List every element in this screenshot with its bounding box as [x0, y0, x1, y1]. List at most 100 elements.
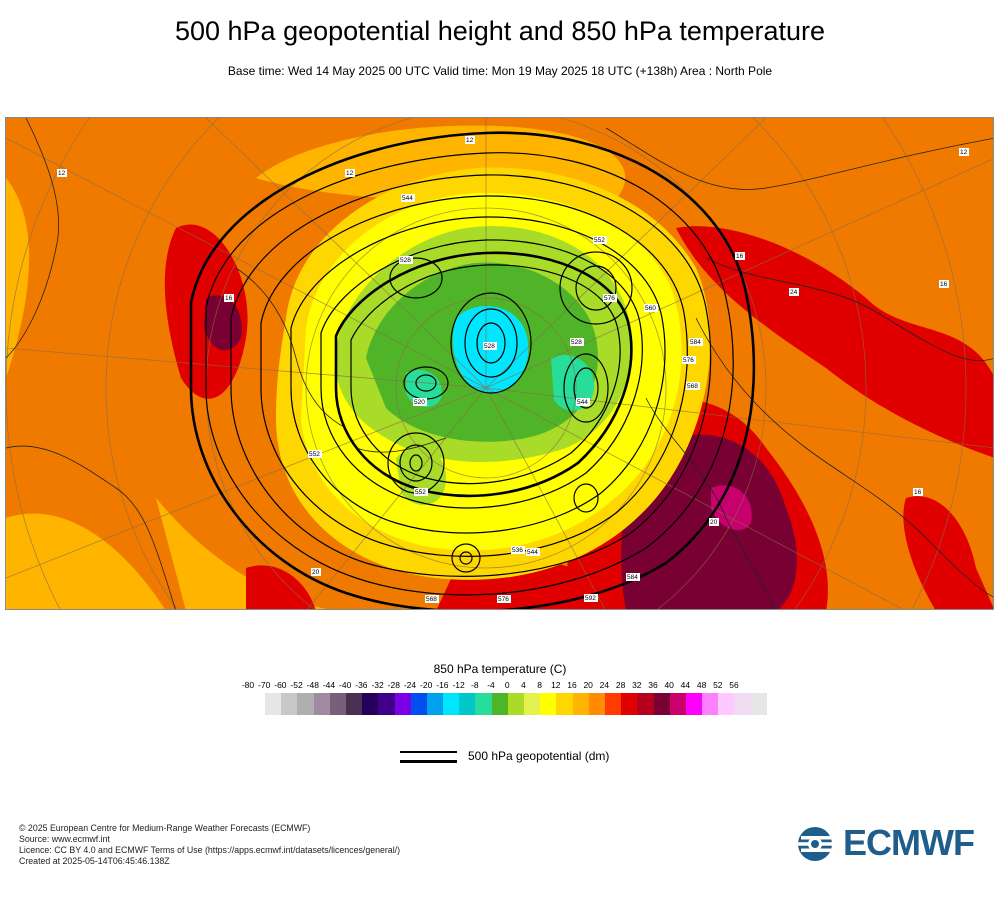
svg-text:544: 544 [527, 549, 538, 556]
svg-text:12: 12 [960, 149, 968, 156]
legend-tick-label: 20 [583, 680, 593, 690]
legend-color-swatch [734, 693, 751, 715]
legend-tick-label: -52 [290, 680, 303, 690]
footer-created: Created at 2025-05-14T06:45:46.138Z [19, 856, 170, 866]
svg-text:20: 20 [312, 569, 320, 576]
legend-tick-label: -8 [471, 680, 479, 690]
svg-text:16: 16 [225, 295, 233, 302]
svg-text:20: 20 [710, 519, 718, 526]
legend-color-swatch [362, 693, 379, 715]
svg-text:552: 552 [594, 237, 605, 244]
legend-color-swatch [443, 693, 460, 715]
svg-text:544: 544 [402, 195, 413, 202]
legend-tick-label: -16 [436, 680, 449, 690]
svg-text:528: 528 [571, 339, 582, 346]
chart-subtitle: Base time: Wed 14 May 2025 00 UTC Valid … [227, 64, 773, 78]
legend-color-swatch [329, 693, 346, 715]
svg-text:16: 16 [914, 489, 922, 496]
svg-text:528: 528 [400, 257, 411, 264]
svg-text:12: 12 [58, 170, 66, 177]
legend-tick-label: 0 [504, 680, 510, 690]
ecmwf-logo-text: ECMWF [843, 822, 975, 863]
legend-tick-label: -20 [420, 680, 433, 690]
legend-tick-label: -36 [355, 680, 368, 690]
legend-color-swatch [750, 693, 767, 715]
legend-color-swatch [507, 693, 524, 715]
legend-color-swatch [604, 693, 622, 715]
legend-color-swatch [378, 693, 395, 715]
footer-credits: © 2025 European Centre for Medium-Range … [19, 823, 400, 867]
legend-color-swatch [410, 693, 427, 715]
svg-text:12: 12 [466, 137, 474, 144]
legend-color-swatch [669, 693, 686, 715]
legend-tick-label: 56 [729, 680, 739, 690]
legend-color-swatch [653, 693, 670, 715]
svg-text:16: 16 [940, 281, 948, 288]
legend-tick-label: -28 [387, 680, 400, 690]
legend-color-swatch [491, 693, 508, 715]
svg-text:536: 536 [512, 547, 523, 554]
ecmwf-logo: ECMWF [795, 822, 985, 863]
legend-tick-label: 24 [599, 680, 610, 690]
legend-color-swatch [572, 693, 589, 715]
footer-copyright: © 2025 European Centre for Medium-Range … [19, 823, 311, 833]
legend-tick-label: 44 [680, 680, 691, 690]
legend-color-swatch [475, 693, 492, 715]
legend-tick-label: 28 [615, 680, 626, 690]
legend-tick-label: -44 [322, 680, 336, 690]
map-canvas: 12 12 12 544 528 552 576 528 560 528 544… [6, 118, 993, 609]
legend-color-swatch [540, 693, 557, 715]
legend-tick-label: -40 [339, 680, 352, 690]
svg-text:552: 552 [415, 489, 426, 496]
legend-tick-label: -24 [403, 680, 417, 690]
svg-text:576: 576 [604, 295, 615, 302]
legend-color-swatch [297, 693, 314, 715]
legend-tick-label: 36 [648, 680, 658, 690]
svg-text:568: 568 [687, 383, 698, 390]
svg-text:584: 584 [690, 339, 701, 346]
legend-tick-label: -80 [241, 680, 255, 690]
footer-licence: Licence: CC BY 4.0 and ECMWF Terms of Us… [19, 845, 401, 855]
svg-text:592: 592 [585, 595, 596, 602]
svg-text:560: 560 [645, 305, 656, 312]
svg-text:568: 568 [426, 596, 437, 603]
weather-map: 12 12 12 544 528 552 576 528 560 528 544… [5, 117, 994, 610]
legend-color-swatch [524, 693, 541, 715]
legend-tick-label: -4 [487, 680, 495, 690]
legend-color-swatch [459, 693, 476, 715]
legend-color-swatch [588, 693, 605, 715]
ecmwf-logo-icon [797, 827, 843, 861]
legend-tick-label: -32 [371, 680, 384, 690]
legend-tick-label: 8 [537, 680, 542, 690]
geopotential-thin-line [400, 751, 457, 753]
temperature-legend-labels: -80 -70 -60 -52 -48 -44 -40 -36 -32 -28 -24 -20 -16-… [242, 680, 767, 692]
legend-tick-label: 4 [521, 680, 526, 690]
legend-tick-label: 48 [696, 680, 707, 690]
legend-tick-label: -60 [274, 680, 287, 690]
legend-color-swatch [621, 693, 638, 715]
legend-color-swatch [685, 693, 703, 715]
footer-source: Source: www.ecmwf.int [19, 834, 110, 844]
temperature-legend-bar [265, 693, 767, 715]
legend-color-swatch [702, 693, 719, 715]
legend-tick-label: 32 [632, 680, 642, 690]
contour-labels: 12 12 12 544 528 552 576 528 560 528 544… [57, 136, 969, 603]
legend-tick-label: 12 [551, 680, 561, 690]
legend-tick-label: -70 [258, 680, 271, 690]
svg-text:576: 576 [498, 596, 509, 603]
legend-color-swatch [718, 693, 735, 715]
temperature-legend-title: 850 hPa temperature (C) [433, 662, 567, 676]
svg-text:12: 12 [346, 170, 354, 177]
legend-color-swatch [556, 693, 573, 715]
legend-color-swatch [281, 693, 298, 715]
svg-text:552: 552 [309, 451, 320, 458]
svg-text:584: 584 [627, 574, 638, 581]
legend-color-swatch [345, 693, 363, 715]
svg-text:24: 24 [790, 289, 798, 296]
legend-tick-label: 40 [664, 680, 674, 690]
svg-text:528: 528 [484, 343, 495, 350]
svg-text:16: 16 [736, 253, 744, 260]
legend-tick-label: -12 [452, 680, 465, 690]
chart-title: 500 hPa geopotential height and 850 hPa … [174, 16, 825, 46]
legend-tick-label: 52 [713, 680, 723, 690]
